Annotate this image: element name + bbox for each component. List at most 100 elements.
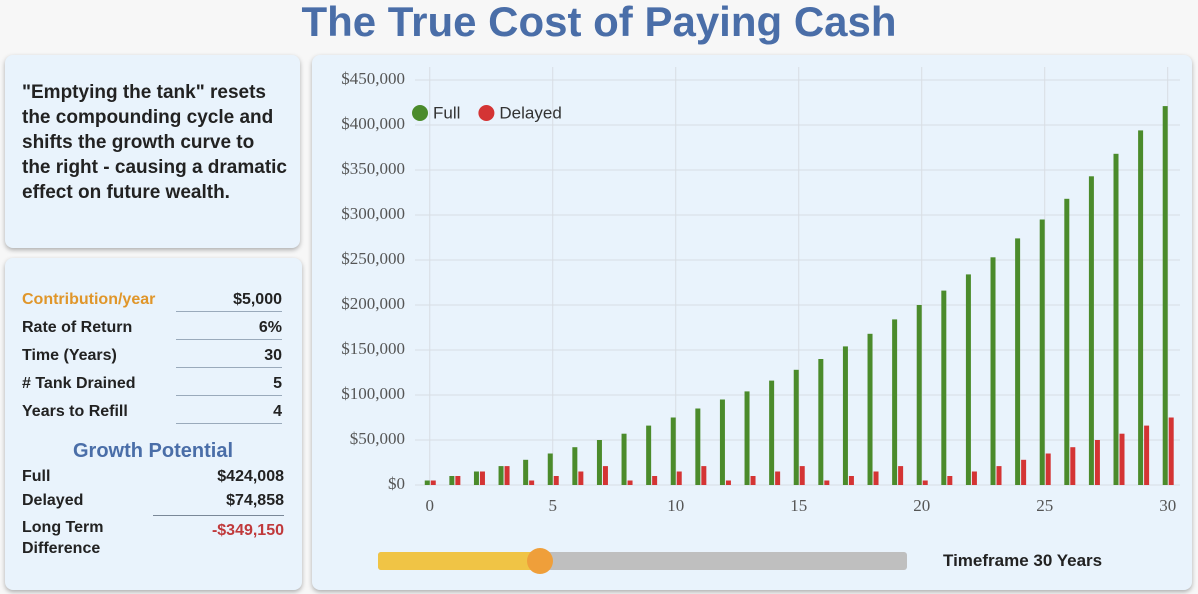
y-tick-label: $50,000 [350, 429, 405, 448]
title: The True Cost of Paying Cash [301, 0, 897, 45]
y-tick-label: $300,000 [341, 204, 405, 223]
growth-row: Long Term Difference -$349,150 [22, 517, 284, 559]
bar [652, 476, 658, 485]
bar [424, 480, 430, 485]
bar [1015, 238, 1021, 485]
legend-label: Full [433, 103, 460, 122]
bar [842, 346, 848, 485]
y-tick-label: $250,000 [341, 249, 405, 268]
bar [602, 466, 608, 485]
chart-panel [312, 55, 1192, 590]
bar [695, 408, 701, 485]
bar [1088, 176, 1094, 486]
summary-panel [5, 55, 300, 248]
input-value: 5 [176, 375, 282, 396]
bar [1113, 153, 1119, 486]
bar [473, 471, 479, 485]
x-tick-label: 15 [790, 496, 807, 515]
growth-value: $74,858 [226, 492, 284, 509]
input-value: $5,000 [176, 291, 282, 312]
bar [1039, 219, 1045, 485]
bar [1162, 106, 1168, 485]
bar [621, 433, 627, 485]
bar [670, 417, 676, 485]
growth-label: Long Term Difference [22, 519, 104, 557]
bar [676, 471, 682, 485]
growth-row: Full $424,008 [22, 468, 284, 486]
growth-value: -$349,150 [211, 522, 284, 539]
bar [818, 359, 824, 485]
slider-label: Timeframe 30 Years [943, 551, 1103, 570]
y-tick-label: $350,000 [341, 159, 405, 178]
bar [824, 480, 830, 485]
bar [873, 471, 879, 485]
slider-fill [378, 552, 540, 570]
x-tick-label: 10 [667, 496, 684, 515]
x-tick-label: 25 [1036, 496, 1053, 515]
y-tick-label: $100,000 [341, 384, 405, 403]
legend-label: Delayed [499, 103, 561, 122]
bar [922, 480, 928, 485]
bar [1021, 459, 1027, 485]
x-tick-label: 0 [426, 496, 435, 515]
divider [153, 515, 284, 516]
growth-row: Delayed $74,858 [22, 492, 284, 510]
bar [744, 391, 750, 485]
bar [990, 257, 996, 485]
chart: $0 $50,000 $100,000 $150,000 $200,000 $250,00… [341, 67, 1180, 515]
y-tick-label: $400,000 [341, 114, 405, 133]
growth-value: $424,008 [217, 468, 284, 485]
bar [430, 480, 436, 485]
bar [793, 369, 799, 485]
bar [867, 333, 873, 485]
y-tick-label: $150,000 [341, 339, 405, 358]
growth-label: Full [22, 468, 51, 485]
bar [529, 480, 535, 485]
legend-swatch [478, 105, 495, 121]
input-value: 4 [176, 403, 282, 424]
bar [1070, 447, 1076, 485]
y-tick-label: $200,000 [341, 294, 405, 313]
summary-text: "Emptying the tank" resets the compoundi… [22, 82, 287, 203]
bar [1045, 453, 1051, 485]
bar [578, 471, 584, 485]
bar [1144, 425, 1150, 485]
bar [916, 305, 922, 485]
bar [750, 476, 756, 485]
bar [596, 440, 602, 485]
input-row: # Tank Drained 5 [22, 375, 282, 397]
input-row: Time (Years) 30 [22, 347, 282, 369]
bar [1168, 417, 1174, 485]
input-value: 6% [176, 319, 282, 340]
bar [1119, 433, 1125, 485]
slider-knob[interactable] [527, 548, 553, 574]
bar [572, 447, 578, 485]
bar [646, 425, 652, 485]
input-row: Years to Refill 4 [22, 403, 282, 425]
input-row: Rate of Return 6% [22, 319, 282, 341]
input-value: 30 [176, 347, 282, 368]
bar [1064, 198, 1070, 486]
bar [898, 466, 904, 485]
x-tick-label: 30 [1159, 496, 1176, 515]
bar [769, 380, 775, 485]
bar [775, 471, 781, 485]
bar [725, 480, 731, 485]
bar [523, 459, 529, 485]
bar [719, 399, 725, 485]
input-label: # Tank Drained [22, 375, 136, 392]
bar [498, 466, 504, 485]
bar [504, 466, 510, 485]
input-label: Years to Refill [22, 403, 128, 420]
input-row: Contribution/year $5,000 [22, 291, 282, 313]
bar [892, 319, 898, 485]
bar [965, 274, 971, 485]
growth-heading: Growth Potential [73, 440, 233, 462]
bar [1138, 130, 1144, 485]
bar [947, 476, 953, 485]
bar [627, 480, 633, 485]
x-tick-label: 20 [913, 496, 930, 515]
bar [799, 466, 805, 485]
y-tick-label: $0 [388, 474, 405, 493]
